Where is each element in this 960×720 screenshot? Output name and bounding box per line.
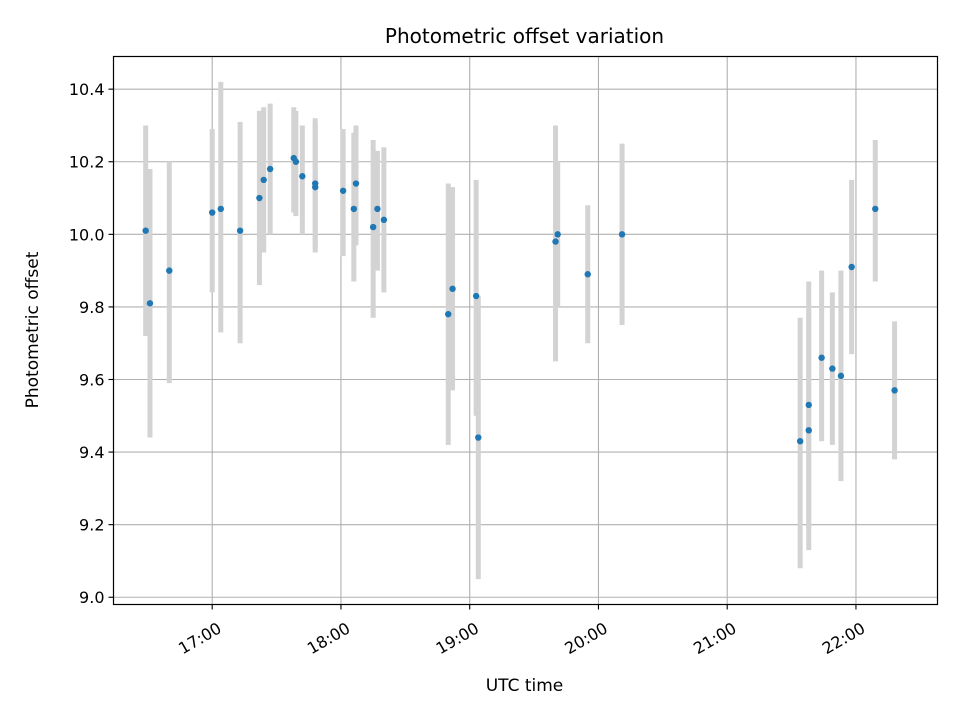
data-point-24 [552, 238, 559, 245]
data-point-35 [872, 205, 879, 213]
data-point-28 [796, 437, 804, 445]
data-point-1 [146, 300, 154, 307]
data-point-11 [299, 173, 306, 180]
data-point-30 [805, 427, 812, 434]
data-point-14 [339, 187, 347, 194]
y-tick-label: 10.4 [69, 80, 105, 99]
data-point-21 [449, 285, 456, 292]
y-axis-label: Photometric offset [23, 251, 43, 408]
y-tick-label: 10.0 [69, 225, 105, 244]
y-axis: 9.0 9.2 9.4 9.6 9.8 10.0 10.2 10.4 [69, 80, 114, 607]
data-point-31 [818, 354, 825, 361]
data-point-0 [142, 227, 149, 234]
y-tick-label: 9.2 [79, 516, 104, 535]
data-point-5 [236, 227, 244, 234]
plot-frame [112, 55, 939, 606]
chart-title: Photometric offset variation [385, 24, 664, 48]
data-point-6 [256, 194, 263, 202]
data-point-7 [260, 176, 267, 184]
data-point-32 [829, 365, 836, 372]
y-tick-label: 9.6 [79, 370, 104, 389]
data-point-17 [369, 223, 377, 231]
data-point-25 [554, 231, 561, 238]
data-point-34 [848, 263, 855, 271]
data-point-15 [350, 205, 358, 213]
data-point-19 [380, 216, 388, 224]
y-tick-label: 9.8 [79, 298, 104, 317]
data-point-8 [266, 165, 274, 173]
data-point-3 [209, 209, 216, 216]
data-point-22 [472, 292, 480, 300]
y-tick-label: 9.0 [79, 588, 104, 607]
data-point-13 [312, 183, 319, 191]
y-tick-label: 9.4 [79, 443, 104, 462]
data-point-10 [292, 158, 300, 165]
data-points [142, 154, 898, 445]
y-tick-label: 10.2 [69, 153, 105, 172]
data-point-16 [352, 180, 360, 187]
data-point-36 [891, 387, 898, 394]
data-point-4 [217, 205, 224, 213]
data-point-20 [445, 310, 452, 318]
data-point-29 [805, 401, 812, 409]
data-point-27 [618, 231, 626, 238]
data-point-18 [374, 205, 381, 213]
data-point-33 [837, 372, 845, 380]
data-point-23 [475, 434, 482, 441]
data-point-26 [584, 271, 591, 278]
data-point-2 [166, 267, 173, 274]
x-axis-label: UTC time [486, 676, 564, 696]
